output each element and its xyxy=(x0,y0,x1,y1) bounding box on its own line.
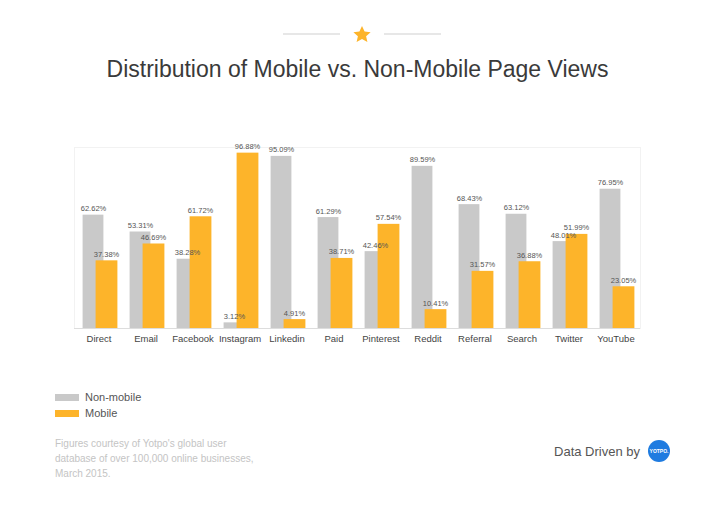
svg-text:10.41%: 10.41% xyxy=(423,299,449,308)
svg-text:Reddit: Reddit xyxy=(414,333,442,344)
svg-text:63.12%: 63.12% xyxy=(504,203,530,212)
svg-text:Direct: Direct xyxy=(87,333,112,344)
svg-text:42.46%: 42.46% xyxy=(363,241,389,250)
svg-text:Email: Email xyxy=(134,333,158,344)
svg-text:96.88%: 96.88% xyxy=(235,142,261,151)
svg-text:89.59%: 89.59% xyxy=(410,155,436,164)
svg-text:4.91%: 4.91% xyxy=(284,309,306,318)
html-text:Non-mobile: Non-mobile xyxy=(85,391,142,403)
svg-text:Twitter: Twitter xyxy=(555,333,583,344)
svg-text:38.71%: 38.71% xyxy=(329,247,355,256)
svg-text:53.31%: 53.31% xyxy=(128,221,154,230)
svg-text:38.28%: 38.28% xyxy=(175,248,201,257)
svg-text:61.29%: 61.29% xyxy=(316,207,342,216)
svg-text:95.09%: 95.09% xyxy=(269,145,295,154)
html-text:YOTPO.: YOTPO. xyxy=(649,448,669,454)
svg-text:48.01%: 48.01% xyxy=(550,230,577,240)
svg-text:46.69%: 46.69% xyxy=(141,233,167,242)
svg-text:62.62%: 62.62% xyxy=(81,204,107,213)
svg-text:Referral: Referral xyxy=(458,333,492,344)
svg-text:76.95%: 76.95% xyxy=(598,178,624,187)
svg-text:Paid: Paid xyxy=(324,333,343,344)
svg-text:68.43%: 68.43% xyxy=(457,194,483,203)
svg-text:Search: Search xyxy=(507,333,537,344)
svg-text:Facebook: Facebook xyxy=(172,333,214,344)
svg-text:51.99%: 51.99% xyxy=(564,223,590,232)
html-text:Distribution of Mobile vs. Non: Distribution of Mobile vs. Non-Mobile Pa… xyxy=(106,56,609,82)
svg-text:61.72%: 61.72% xyxy=(188,206,214,215)
svg-text:Instagram: Instagram xyxy=(219,333,261,344)
html-text:Mobile: Mobile xyxy=(85,407,118,419)
html-text:Figures courtesy of Yotpo's gl: Figures courtesy of Yotpo's global user … xyxy=(55,438,254,479)
html-text:Data Driven by: Data Driven by xyxy=(554,443,640,459)
svg-text:57.54%: 57.54% xyxy=(376,213,402,222)
svg-text:YouTube: YouTube xyxy=(597,333,634,344)
svg-text:36.88%: 36.88% xyxy=(517,251,543,260)
svg-text:23.05%: 23.05% xyxy=(611,276,637,285)
svg-text:31.57%: 31.57% xyxy=(470,260,496,269)
svg-text:3.12%: 3.12% xyxy=(224,312,246,321)
svg-text:37.38%: 37.38% xyxy=(94,250,120,259)
svg-text:Pinterest: Pinterest xyxy=(362,333,400,344)
svg-text:Linkedin: Linkedin xyxy=(269,333,304,344)
